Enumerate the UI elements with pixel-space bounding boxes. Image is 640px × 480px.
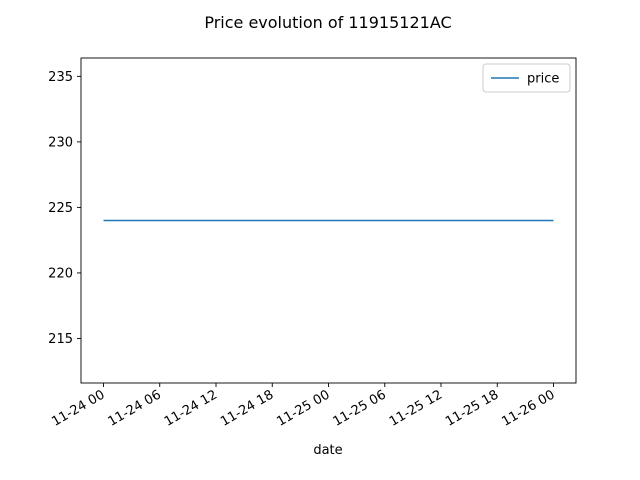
legend-label: price [527, 72, 559, 87]
y-tick-label: 230 [48, 135, 73, 150]
legend-box [482, 63, 571, 93]
x-axis-label: date [313, 443, 342, 458]
y-tick-label: 220 [48, 266, 73, 281]
y-tick-label: 215 [48, 332, 73, 347]
y-tick-label: 225 [48, 201, 73, 216]
y-tick-label: 235 [48, 70, 73, 85]
legend: price [482, 63, 571, 93]
chart-title: Price evolution of 11915121AC [204, 13, 451, 32]
